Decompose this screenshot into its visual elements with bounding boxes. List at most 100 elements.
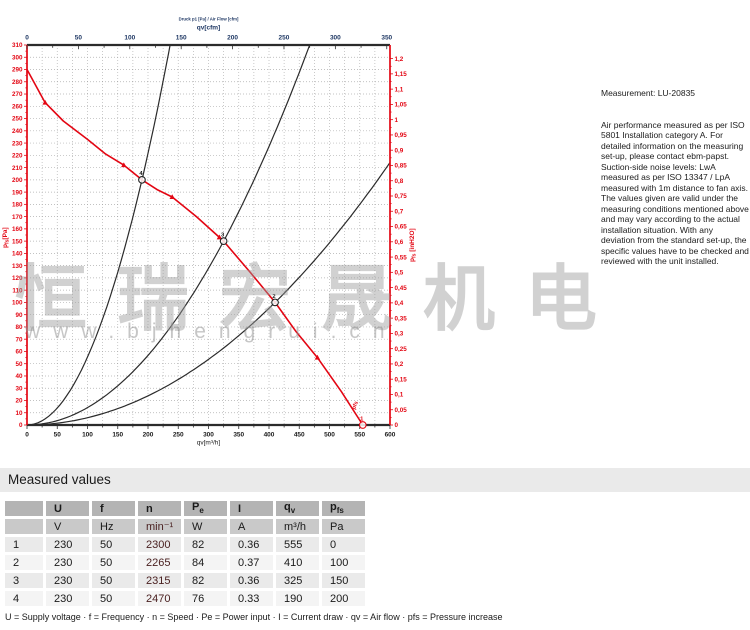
- svg-text:310: 310: [12, 42, 23, 49]
- value-cell: 100: [322, 555, 365, 570]
- table-row: 1 230 50 2300 82 0.36 555 0: [5, 537, 365, 552]
- value-cell: 230: [46, 573, 89, 588]
- operating-points: 1 2 3 4: [138, 171, 367, 429]
- svg-text:0: 0: [19, 422, 23, 429]
- svg-text:0,8: 0,8: [395, 178, 404, 185]
- svg-text:pfs[Pa]: pfs[Pa]: [2, 227, 11, 248]
- svg-text:550: 550: [354, 432, 365, 439]
- svg-text:220: 220: [12, 153, 23, 160]
- value-cell: 230: [46, 537, 89, 552]
- column-header-i: I: [230, 501, 273, 516]
- svg-text:0,25: 0,25: [395, 346, 408, 353]
- svg-text:130: 130: [12, 263, 23, 270]
- operating-point-1: [358, 421, 367, 429]
- row-number: 1: [5, 537, 43, 552]
- svg-text:40: 40: [15, 373, 23, 380]
- svg-text:230: 230: [12, 140, 23, 147]
- unit-cell: A: [230, 519, 273, 534]
- chart-svg: pfs0102030405060708090100110120130140150…: [2, 17, 418, 447]
- svg-text:210: 210: [12, 165, 23, 172]
- grid: [27, 45, 390, 425]
- svg-text:50: 50: [75, 35, 83, 42]
- svg-text:240: 240: [12, 128, 23, 135]
- air-performance-chart: pfs 0 10 20 30 40 50 60 70 80 90 100 110 120 130 140 150…: [0, 0, 430, 448]
- svg-text:140: 140: [12, 251, 23, 258]
- svg-text:280: 280: [12, 79, 23, 86]
- value-cell: 0: [322, 537, 365, 552]
- column-header-n: n: [138, 501, 181, 516]
- column-header-qv: qv: [276, 501, 319, 516]
- svg-text:60: 60: [15, 349, 23, 356]
- value-cell: 0.36: [230, 537, 273, 552]
- column-header-pe: Pe: [184, 501, 227, 516]
- svg-text:450: 450: [294, 432, 305, 439]
- system-resistance-curves: [26, 44, 391, 426]
- measured-values-section-band: Measured values: [0, 468, 750, 492]
- value-cell: 2300: [138, 537, 181, 552]
- measurement-note-text: Air performance measured as per ISO 5801…: [601, 119, 749, 267]
- svg-text:1,05: 1,05: [395, 102, 408, 109]
- svg-text:0: 0: [25, 432, 29, 439]
- unit-cell-blank: [5, 519, 43, 534]
- value-cell: 230: [46, 555, 89, 570]
- left-axis-labels: 0 10 20 30 40 50 60 70 80 90 100 110 120 130 140 150 160…: [2, 42, 27, 429]
- bottom-axis-labels: 0 50 100 150 200 250 300 350 400 450 500 550 600 qv[m…: [25, 425, 396, 447]
- svg-text:0,3: 0,3: [395, 331, 404, 338]
- svg-text:70: 70: [15, 336, 23, 343]
- right-axis-labels: 0 0,05 0,1 0,15 0,2 0,25 0,3 0,35 0,4 0,45 0,5 0,55…: [390, 56, 418, 429]
- svg-text:pfs [inH2O]: pfs [inH2O]: [409, 228, 418, 262]
- svg-text:350: 350: [233, 432, 244, 439]
- svg-text:250: 250: [173, 432, 184, 439]
- svg-text:0,45: 0,45: [395, 285, 408, 292]
- svg-text:0,85: 0,85: [395, 163, 408, 170]
- svg-text:50: 50: [15, 361, 23, 368]
- unit-cell: Pa: [322, 519, 365, 534]
- value-cell: 410: [276, 555, 319, 570]
- value-cell: 0.36: [230, 573, 273, 588]
- column-header-u: U: [46, 501, 89, 516]
- unit-cell: W: [184, 519, 227, 534]
- fan-curve-marker: [216, 234, 223, 240]
- svg-text:180: 180: [12, 202, 23, 209]
- svg-text:1,1: 1,1: [395, 86, 404, 93]
- fan-curve: pfs: [26, 69, 364, 426]
- unit-cell: V: [46, 519, 89, 534]
- fan-curve-marker: [314, 354, 321, 360]
- svg-text:600: 600: [385, 432, 396, 439]
- svg-text:300: 300: [203, 432, 214, 439]
- value-cell: 82: [184, 573, 227, 588]
- system-curve: [27, 162, 391, 426]
- svg-text:20: 20: [15, 398, 23, 405]
- svg-text:290: 290: [12, 67, 23, 74]
- table-row: 2 230 50 2265 84 0.37 410 100: [5, 555, 365, 570]
- svg-text:150: 150: [112, 432, 123, 439]
- row-number: 2: [5, 555, 43, 570]
- svg-text:0,95: 0,95: [395, 132, 408, 139]
- value-cell: 0.37: [230, 555, 273, 570]
- svg-text:0,75: 0,75: [395, 193, 408, 200]
- svg-text:0,9: 0,9: [395, 147, 404, 154]
- svg-text:1,2: 1,2: [395, 56, 404, 63]
- svg-text:0,35: 0,35: [395, 315, 408, 322]
- svg-text:300: 300: [12, 54, 23, 61]
- svg-text:150: 150: [176, 35, 187, 42]
- system-curve: [26, 44, 171, 426]
- svg-text:0,05: 0,05: [395, 407, 408, 414]
- unit-cell: m³/h: [276, 519, 319, 534]
- svg-text:0: 0: [395, 422, 399, 429]
- svg-text:110: 110: [12, 287, 23, 294]
- value-cell: 150: [322, 573, 365, 588]
- svg-text:qv[cfm]: qv[cfm]: [197, 25, 220, 32]
- svg-text:0,55: 0,55: [395, 254, 408, 261]
- value-cell: 50: [92, 555, 135, 570]
- operating-point-4: [138, 175, 146, 184]
- value-cell: 50: [92, 591, 135, 606]
- system-curve: [26, 44, 311, 426]
- svg-text:260: 260: [12, 103, 23, 110]
- svg-text:90: 90: [15, 312, 23, 319]
- column-header-blank: [5, 501, 43, 516]
- value-cell: 50: [92, 573, 135, 588]
- svg-text:200: 200: [143, 432, 154, 439]
